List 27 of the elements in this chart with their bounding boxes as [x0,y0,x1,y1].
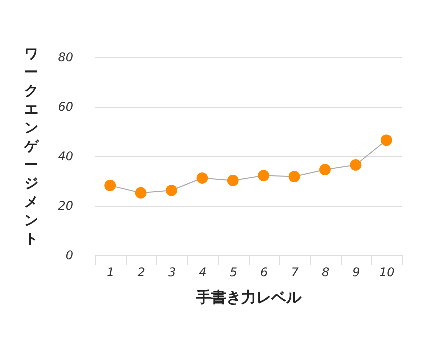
x-tick-label: 4 [199,266,207,280]
y-tick-label: 60 [58,100,74,114]
point [135,187,147,199]
x-tick-label: 9 [352,266,360,280]
point [196,172,208,184]
y-tick-label: 80 [58,50,74,64]
x-tick-label: 2 [138,266,146,280]
point [104,180,116,192]
y-tick-label: 20 [58,199,74,213]
x-tick-label: 5 [230,266,238,280]
point [380,134,392,146]
x-axis-title: 手書き力レベル [196,288,302,306]
point [227,175,239,186]
point [350,159,362,171]
x-tick-label: 8 [322,266,330,280]
point [320,164,331,176]
x-tick-label: 7 [291,266,300,280]
x-tick-label: 1 [107,266,115,280]
x-tick-label: 10 [380,266,396,280]
point [258,170,270,182]
x-tick-label: 6 [260,266,269,280]
point [288,171,300,182]
y-tick-label: 40 [58,150,74,164]
point [166,184,178,196]
text: ワークエンゲージメント [24,46,38,248]
x-tick-label: 3 [168,266,176,280]
y-tick-label: 0 [66,248,74,262]
